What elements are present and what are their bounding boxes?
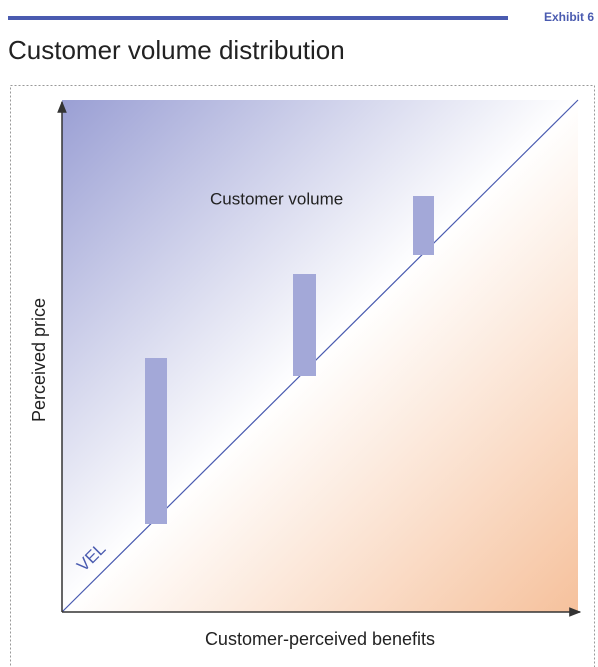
volume-bar [145, 358, 167, 524]
annotation: Customer volume [210, 189, 343, 208]
volume-bar [293, 274, 316, 376]
x-axis-label: Customer-perceived benefits [205, 629, 435, 649]
vel-line [61, 99, 579, 613]
exhibit-label: Exhibit 6 [544, 10, 594, 24]
volume-bar [413, 196, 434, 255]
title: Customer volume distribution [8, 35, 345, 65]
y-axis-label: Perceived price [29, 298, 49, 422]
